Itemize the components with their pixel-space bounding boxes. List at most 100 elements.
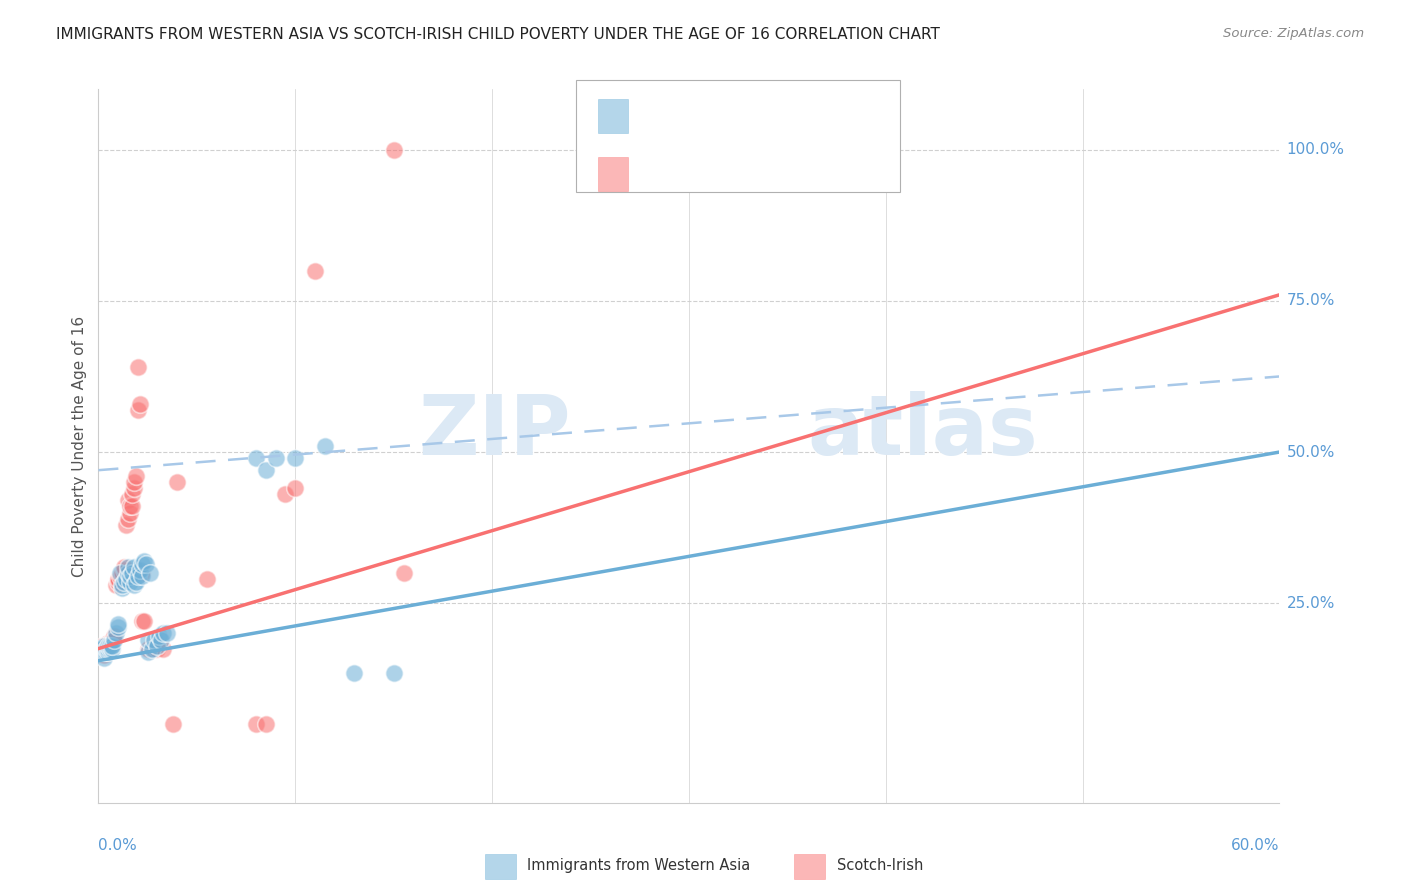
Point bbox=[105, 578, 128, 592]
Text: 25.0%: 25.0% bbox=[1286, 596, 1334, 611]
Text: 55: 55 bbox=[768, 165, 790, 183]
Point bbox=[141, 641, 163, 656]
Point bbox=[107, 620, 129, 634]
Text: N =: N = bbox=[728, 165, 776, 183]
Point bbox=[122, 560, 145, 574]
Point bbox=[254, 463, 277, 477]
Point bbox=[245, 717, 267, 731]
Point bbox=[162, 717, 184, 731]
Point bbox=[125, 575, 148, 590]
Point bbox=[96, 639, 118, 653]
Point bbox=[103, 632, 125, 647]
Text: R =: R = bbox=[637, 165, 673, 183]
Point bbox=[118, 575, 141, 590]
Point bbox=[128, 563, 150, 577]
Point bbox=[136, 632, 159, 647]
Point bbox=[98, 639, 121, 653]
Point bbox=[245, 451, 267, 466]
Point bbox=[101, 632, 124, 647]
Point bbox=[115, 517, 138, 532]
Text: Scotch-Irish: Scotch-Irish bbox=[837, 858, 922, 872]
Point bbox=[314, 439, 336, 453]
Text: ZIP: ZIP bbox=[419, 392, 571, 472]
Point bbox=[117, 560, 139, 574]
Point bbox=[107, 617, 129, 632]
Point bbox=[89, 641, 111, 656]
Text: 0.624: 0.624 bbox=[676, 107, 728, 125]
Point bbox=[91, 641, 114, 656]
Point bbox=[118, 569, 141, 583]
Point bbox=[142, 641, 165, 656]
Point bbox=[343, 665, 366, 680]
Point bbox=[152, 641, 174, 656]
Point bbox=[111, 578, 134, 592]
Point bbox=[111, 566, 134, 580]
Point bbox=[125, 469, 148, 483]
Point bbox=[135, 557, 157, 571]
Point bbox=[127, 360, 149, 375]
Point bbox=[156, 626, 179, 640]
Point bbox=[117, 511, 139, 525]
Point bbox=[96, 641, 118, 656]
Point bbox=[103, 630, 125, 644]
Point bbox=[91, 639, 114, 653]
Point bbox=[118, 506, 141, 520]
Text: Immigrants from Western Asia: Immigrants from Western Asia bbox=[527, 858, 751, 872]
Point bbox=[284, 481, 307, 495]
Text: R =: R = bbox=[637, 107, 673, 125]
Point bbox=[284, 451, 307, 466]
Point bbox=[101, 641, 124, 656]
Text: N =: N = bbox=[728, 107, 776, 125]
Point bbox=[121, 500, 143, 514]
Point bbox=[93, 650, 115, 665]
Point bbox=[117, 566, 139, 580]
Point bbox=[117, 493, 139, 508]
Point bbox=[136, 645, 159, 659]
Text: 50.0%: 50.0% bbox=[1286, 444, 1334, 459]
Point bbox=[148, 630, 170, 644]
Point bbox=[101, 639, 124, 653]
Point bbox=[382, 143, 405, 157]
Text: 0.0%: 0.0% bbox=[98, 838, 138, 854]
Point bbox=[195, 572, 218, 586]
Point bbox=[112, 575, 135, 590]
Point bbox=[118, 500, 141, 514]
Point bbox=[121, 566, 143, 580]
Text: Source: ZipAtlas.com: Source: ZipAtlas.com bbox=[1223, 27, 1364, 40]
Point bbox=[131, 557, 153, 571]
Point bbox=[150, 632, 173, 647]
Y-axis label: Child Poverty Under the Age of 16: Child Poverty Under the Age of 16 bbox=[72, 316, 87, 576]
Text: 0.561: 0.561 bbox=[676, 165, 728, 183]
Point bbox=[98, 635, 121, 649]
Point bbox=[127, 569, 149, 583]
Point bbox=[112, 560, 135, 574]
Point bbox=[166, 475, 188, 490]
Text: atlas: atlas bbox=[807, 392, 1038, 472]
Point bbox=[91, 645, 114, 659]
Point bbox=[93, 645, 115, 659]
Point bbox=[108, 569, 131, 583]
Point bbox=[304, 263, 326, 277]
Text: 75.0%: 75.0% bbox=[1286, 293, 1334, 309]
Point bbox=[89, 641, 111, 656]
Point bbox=[112, 563, 135, 577]
Point bbox=[93, 639, 115, 653]
Point bbox=[122, 481, 145, 495]
Point bbox=[91, 645, 114, 659]
Point bbox=[127, 402, 149, 417]
Point bbox=[254, 717, 277, 731]
Point bbox=[97, 641, 120, 656]
Point bbox=[103, 632, 125, 647]
Point bbox=[146, 639, 169, 653]
Point bbox=[93, 641, 115, 656]
Point bbox=[138, 566, 160, 580]
Point bbox=[96, 645, 118, 659]
Point bbox=[382, 665, 405, 680]
Point bbox=[146, 641, 169, 656]
Point bbox=[128, 397, 150, 411]
Point bbox=[108, 566, 131, 580]
Point bbox=[131, 615, 153, 629]
Point bbox=[131, 569, 153, 583]
Text: IMMIGRANTS FROM WESTERN ASIA VS SCOTCH-IRISH CHILD POVERTY UNDER THE AGE OF 16 C: IMMIGRANTS FROM WESTERN ASIA VS SCOTCH-I… bbox=[56, 27, 941, 42]
Point bbox=[121, 487, 143, 501]
